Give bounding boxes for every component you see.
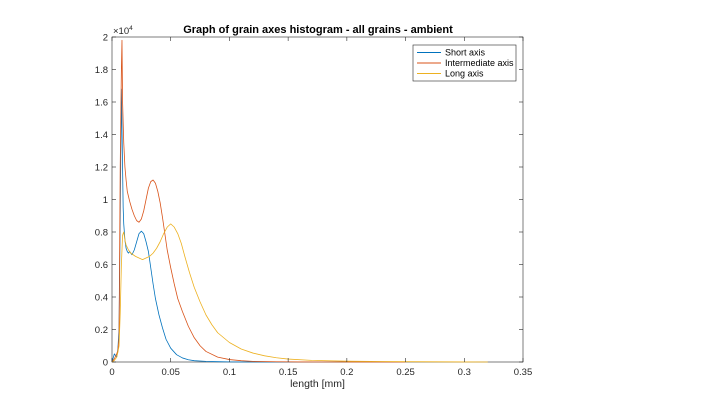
x-tick-label: 0.1	[223, 367, 236, 378]
y-tick-label: 0	[103, 358, 108, 369]
x-tick-label: 0.15	[279, 367, 298, 378]
series-line-short-axis	[111, 88, 347, 363]
axes-box	[111, 36, 524, 363]
plot-area: 0 0.05 0.1 0.15 0.2 0.25 0.3 0.35 0 0.2 0.4 0.6 0.8…	[95, 33, 532, 379]
series-layer	[111, 39, 488, 363]
x-axis: 0 0.05 0.1 0.15 0.2 0.25 0.3 0.35	[109, 37, 532, 378]
legend-label-intermediate-axis: Intermediate axis	[445, 58, 514, 68]
y-tick-label: 0.6	[95, 260, 108, 271]
y-axis: 0 0.2 0.4 0.6 0.8 1 1.2 1.4 1.6 1.8 2	[95, 33, 523, 369]
x-tick-label: 0.35	[514, 367, 533, 378]
x-tick-label: 0.25	[396, 367, 415, 378]
y-tick-label: 1	[103, 195, 108, 206]
series-line-long-axis	[111, 223, 488, 363]
x-tick-label: 0	[109, 367, 114, 378]
y-exponent-power: 4	[129, 25, 133, 32]
y-tick-label: 1.8	[95, 65, 108, 76]
y-exponent-base: ×10	[113, 26, 129, 37]
y-tick-label: 0.8	[95, 228, 108, 239]
y-tick-label: 1.6	[95, 98, 108, 109]
chart-title: Graph of grain axes histogram - all grai…	[183, 24, 453, 36]
y-tick-label: 1.4	[95, 130, 108, 141]
y-tick-label: 0.4	[95, 293, 108, 304]
y-exponent-label: ×104	[113, 25, 133, 37]
legend-label-short-axis: Short axis	[445, 48, 486, 58]
x-axis-title: length [mm]	[290, 378, 345, 390]
x-tick-label: 0.2	[340, 367, 353, 378]
y-tick-label: 2	[103, 33, 108, 44]
x-tick-label: 0.05	[161, 367, 180, 378]
legend-label-long-axis: Long axis	[445, 69, 484, 79]
y-tick-label: 1.2	[95, 163, 108, 174]
x-tick-label: 0.3	[458, 367, 471, 378]
series-line-intermediate-axis	[111, 39, 406, 363]
y-tick-label: 0.2	[95, 325, 108, 336]
